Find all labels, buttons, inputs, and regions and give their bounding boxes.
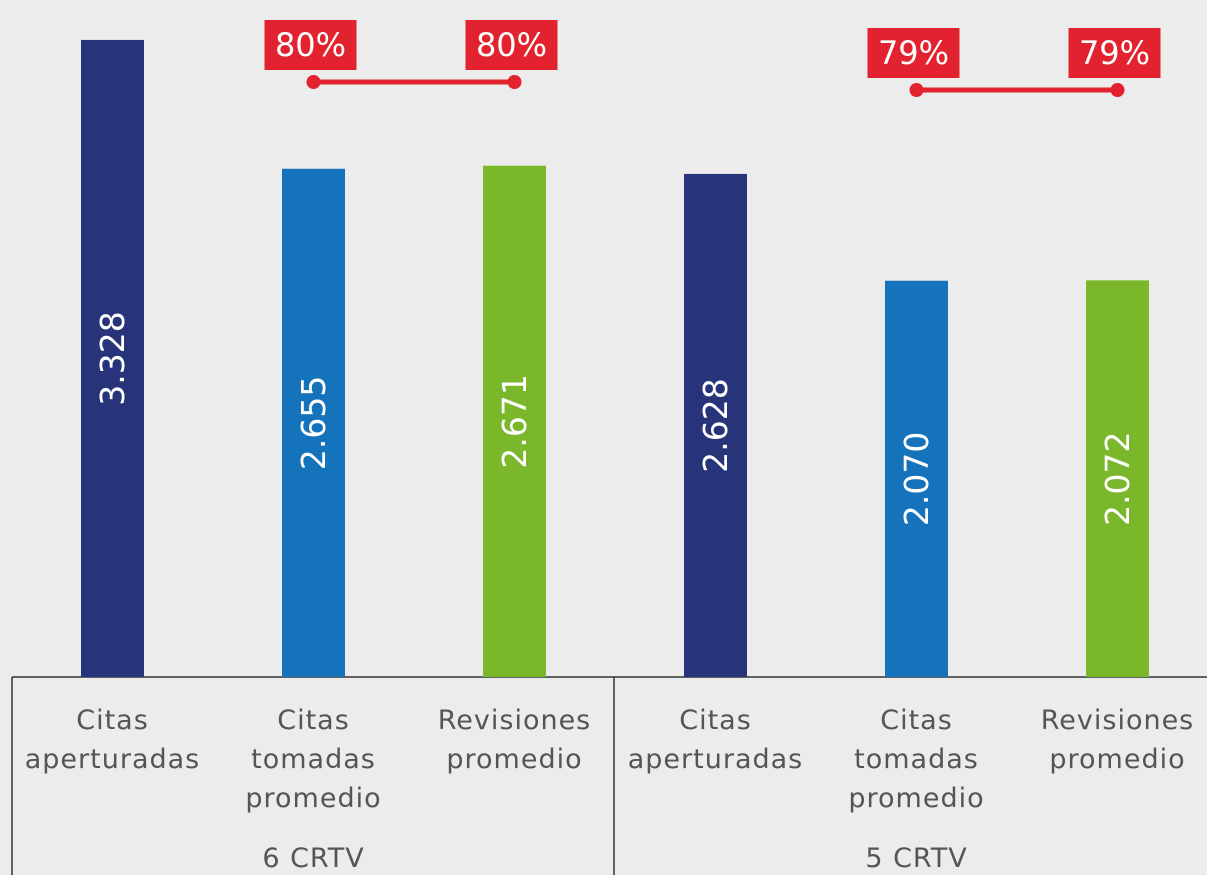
value-label: 2.072 xyxy=(1098,431,1137,525)
line-value-label: 80% xyxy=(476,26,547,64)
line-value-label: 79% xyxy=(1079,34,1150,72)
line-value-label: 80% xyxy=(275,26,346,64)
value-label: 2.628 xyxy=(696,378,735,472)
line-point xyxy=(306,75,321,89)
value-label: 2.671 xyxy=(495,374,534,468)
label-box xyxy=(264,20,357,70)
category-label: Citas aperturadas xyxy=(627,705,804,775)
bar xyxy=(282,168,345,677)
group-label: 5 CRTV xyxy=(865,843,968,874)
bar xyxy=(483,165,546,678)
bar xyxy=(1086,280,1149,677)
bar xyxy=(885,280,948,677)
label-box xyxy=(1068,28,1161,78)
bar xyxy=(81,39,144,677)
line-point xyxy=(1110,83,1125,97)
category-label: Citas tomadas promedio xyxy=(245,705,382,814)
group-label: 6 CRTV xyxy=(262,843,365,874)
label-box xyxy=(867,28,960,78)
bar xyxy=(684,173,747,677)
line-point xyxy=(909,83,924,97)
category-label: Revisiones promedio xyxy=(1040,705,1195,775)
value-label: 3.328 xyxy=(93,311,132,405)
label-box xyxy=(465,20,558,70)
value-label: 2.070 xyxy=(897,432,936,526)
category-label: Revisiones promedio xyxy=(437,705,592,775)
value-label: 2.655 xyxy=(294,376,333,470)
line-point xyxy=(507,75,522,89)
category-label: Citas aperturadas xyxy=(24,705,201,775)
line-value-label: 79% xyxy=(878,34,949,72)
category-label: Citas tomadas promedio xyxy=(848,705,985,814)
